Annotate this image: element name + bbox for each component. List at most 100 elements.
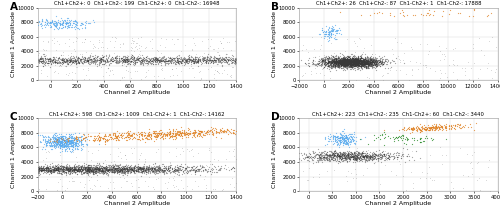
Point bbox=[371, 60, 379, 64]
Point bbox=[54, 138, 62, 141]
Point bbox=[330, 64, 338, 67]
Point bbox=[356, 58, 364, 62]
Point bbox=[347, 153, 355, 157]
Point bbox=[125, 166, 133, 169]
Point bbox=[351, 57, 359, 60]
Point bbox=[339, 62, 347, 65]
Point bbox=[96, 168, 104, 172]
Point bbox=[222, 56, 230, 60]
Point bbox=[97, 168, 105, 172]
Point bbox=[156, 133, 164, 136]
Point bbox=[361, 153, 369, 157]
Point bbox=[42, 141, 50, 145]
Point bbox=[118, 169, 126, 173]
Point bbox=[34, 164, 42, 167]
Point bbox=[145, 169, 153, 172]
Point bbox=[366, 62, 374, 66]
Point bbox=[365, 158, 373, 162]
Point bbox=[72, 143, 80, 147]
Point bbox=[213, 50, 221, 54]
Point bbox=[156, 58, 164, 62]
Point bbox=[354, 61, 362, 64]
Point bbox=[96, 169, 104, 172]
Point bbox=[342, 63, 349, 66]
Point bbox=[332, 58, 340, 61]
Point bbox=[71, 168, 79, 171]
Point bbox=[362, 152, 370, 156]
Point bbox=[125, 58, 133, 62]
Point bbox=[84, 167, 92, 171]
Point bbox=[65, 168, 73, 172]
Point bbox=[120, 58, 128, 62]
Point bbox=[358, 60, 366, 63]
Point bbox=[362, 152, 370, 155]
Point bbox=[14, 60, 22, 64]
Point bbox=[178, 136, 186, 140]
Point bbox=[170, 128, 177, 131]
Point bbox=[96, 45, 104, 49]
Point bbox=[284, 58, 292, 61]
Point bbox=[309, 155, 317, 158]
Point bbox=[46, 59, 54, 63]
Point bbox=[340, 62, 347, 65]
Point bbox=[343, 157, 351, 160]
Point bbox=[315, 59, 323, 62]
Point bbox=[73, 21, 81, 25]
Point bbox=[364, 61, 372, 64]
Point bbox=[26, 133, 34, 136]
Point bbox=[115, 58, 123, 61]
Point bbox=[326, 60, 334, 63]
Point bbox=[210, 170, 218, 173]
Point bbox=[468, 58, 476, 62]
Point bbox=[396, 134, 404, 137]
Point bbox=[64, 168, 72, 172]
Point bbox=[140, 168, 147, 172]
Point bbox=[318, 58, 326, 62]
Point bbox=[334, 62, 342, 65]
Point bbox=[342, 60, 349, 64]
Point bbox=[186, 168, 194, 171]
Point bbox=[104, 163, 112, 167]
Point bbox=[86, 77, 94, 81]
Point bbox=[341, 56, 349, 59]
Point bbox=[352, 62, 360, 65]
Point bbox=[340, 59, 348, 62]
Point bbox=[322, 55, 330, 59]
Point bbox=[358, 62, 366, 65]
Point bbox=[56, 172, 64, 176]
Point bbox=[337, 67, 345, 70]
Point bbox=[72, 145, 80, 148]
Point bbox=[96, 168, 104, 171]
Point bbox=[49, 138, 57, 141]
Point bbox=[150, 166, 158, 169]
Point bbox=[64, 137, 72, 140]
Point bbox=[380, 163, 388, 166]
Point bbox=[32, 169, 40, 173]
Point bbox=[180, 172, 188, 175]
Point bbox=[65, 145, 73, 148]
Point bbox=[315, 154, 323, 157]
Point bbox=[194, 151, 202, 154]
Point bbox=[200, 58, 208, 61]
Point bbox=[186, 61, 194, 64]
Point bbox=[344, 61, 351, 64]
Point bbox=[210, 58, 218, 62]
Point bbox=[60, 142, 68, 145]
Point bbox=[326, 63, 334, 66]
Point bbox=[342, 59, 349, 62]
Point bbox=[371, 153, 379, 156]
Point bbox=[348, 60, 356, 64]
Point bbox=[56, 165, 64, 168]
Point bbox=[97, 56, 105, 59]
Point bbox=[103, 169, 111, 172]
Point bbox=[115, 54, 123, 58]
Point bbox=[256, 60, 264, 63]
Point bbox=[375, 60, 383, 64]
Point bbox=[142, 61, 150, 64]
Point bbox=[337, 59, 345, 63]
Point bbox=[134, 166, 142, 169]
Point bbox=[339, 62, 347, 66]
Point bbox=[354, 156, 362, 160]
Point bbox=[5, 164, 13, 168]
Point bbox=[466, 60, 474, 64]
